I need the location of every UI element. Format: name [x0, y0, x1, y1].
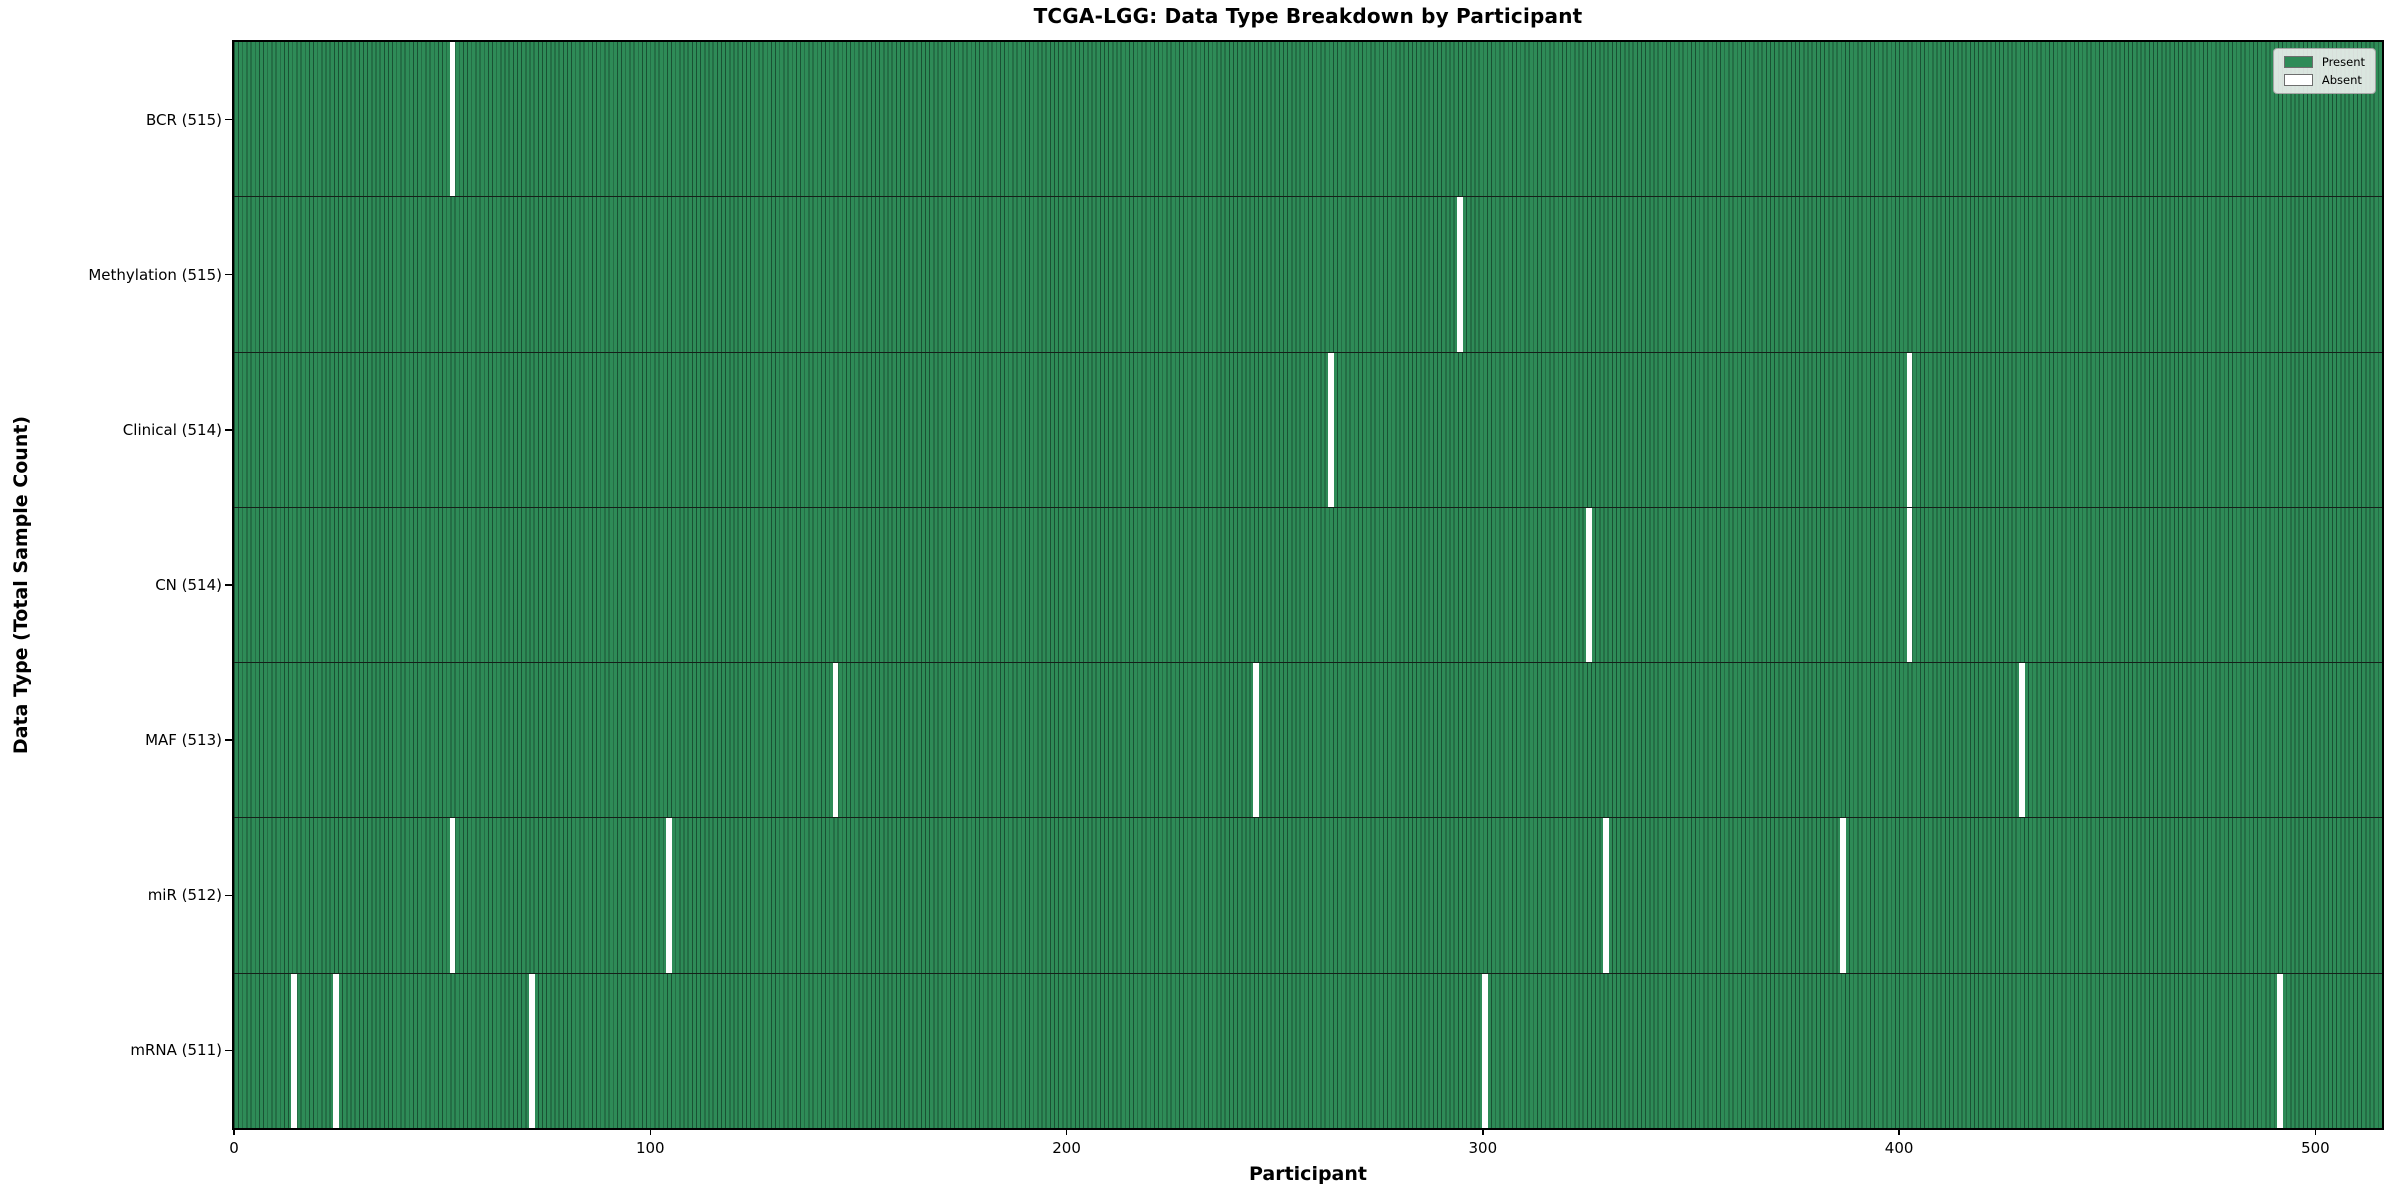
row-bcr [234, 42, 2382, 198]
absent-gap-maf-429 [2019, 663, 2025, 818]
absent-gap-methylation-294 [1457, 197, 1463, 352]
ytick-label-mrna: mRNA (511) [130, 1041, 222, 1060]
plot-area: Present Absent [232, 40, 2384, 1130]
absent-gap-maf-144 [832, 663, 839, 818]
xtick-mark [1065, 1128, 1068, 1135]
ytick-mark [225, 584, 232, 586]
ytick-mark [225, 1049, 232, 1052]
absent-gap-mir-386 [1840, 818, 1846, 973]
absent-gap-mrna-71 [528, 973, 535, 1128]
ytick-mark [225, 273, 232, 276]
absent-gap-mir-52 [449, 818, 456, 973]
absent-gap-mrna-491 [2277, 973, 2283, 1128]
absent-gap-bcr-52 [449, 42, 456, 197]
xtick-label-200: 200 [1052, 1139, 1081, 1157]
legend-label-absent: Absent [2321, 73, 2362, 87]
absent-gap-clinical-402 [1906, 352, 1913, 507]
row-methylation [234, 197, 2382, 353]
ytick-label-mir: miR (512) [147, 886, 222, 905]
ytick-mark [225, 118, 232, 121]
absent-gap-cn-402 [1906, 507, 1913, 663]
ytick-mark [225, 739, 232, 741]
absent-gap-mrna-14 [291, 973, 298, 1128]
legend-label-present: Present [2321, 55, 2365, 69]
xtick-mark [1898, 1128, 1900, 1135]
ytick-mark [225, 429, 232, 431]
x-axis-label: Participant [1248, 1163, 1367, 1185]
xtick-mark [2314, 1128, 2317, 1135]
row-clinical [234, 352, 2382, 508]
legend-entry-present: Present [2283, 55, 2365, 69]
row-maf [234, 663, 2382, 819]
absent-gap-mir-329 [1602, 818, 1609, 973]
absent-gap-cn-325 [1586, 507, 1592, 663]
xtick-label-100: 100 [635, 1139, 665, 1157]
legend: Present Absent [2272, 48, 2376, 94]
absent-gap-mrna-300 [1482, 973, 1488, 1128]
absent-gap-mir-104 [666, 818, 672, 973]
legend-entry-absent: Absent [2283, 73, 2365, 87]
chart-title: TCGA-LGG: Data Type Breakdown by Partici… [1033, 4, 1583, 28]
xtick-label-500: 500 [2301, 1139, 2330, 1157]
legend-swatch-absent [2283, 74, 2313, 86]
xtick-label-400: 400 [1884, 1139, 1914, 1157]
row-mir [234, 818, 2382, 974]
absent-gap-clinical-263 [1328, 352, 1334, 507]
ytick-label-clinical: Clinical (514) [122, 420, 222, 439]
xtick-label-0: 0 [229, 1139, 239, 1157]
row-cn [234, 507, 2382, 664]
ytick-label-cn: CN (514) [155, 576, 222, 594]
xtick-mark [233, 1128, 235, 1135]
row-mrna [234, 973, 2382, 1128]
ytick-mark [225, 894, 232, 897]
legend-swatch-present [2283, 56, 2313, 68]
ytick-label-maf: MAF (513) [145, 731, 222, 750]
ytick-label-methylation: Methylation (515) [88, 265, 222, 284]
absent-gap-maf-245 [1253, 663, 1259, 818]
ytick-label-bcr: BCR (515) [145, 110, 222, 129]
absent-gap-mrna-24 [333, 973, 339, 1128]
xtick-mark [1482, 1128, 1484, 1135]
xtick-label-300: 300 [1468, 1139, 1498, 1157]
xtick-mark [649, 1128, 652, 1135]
